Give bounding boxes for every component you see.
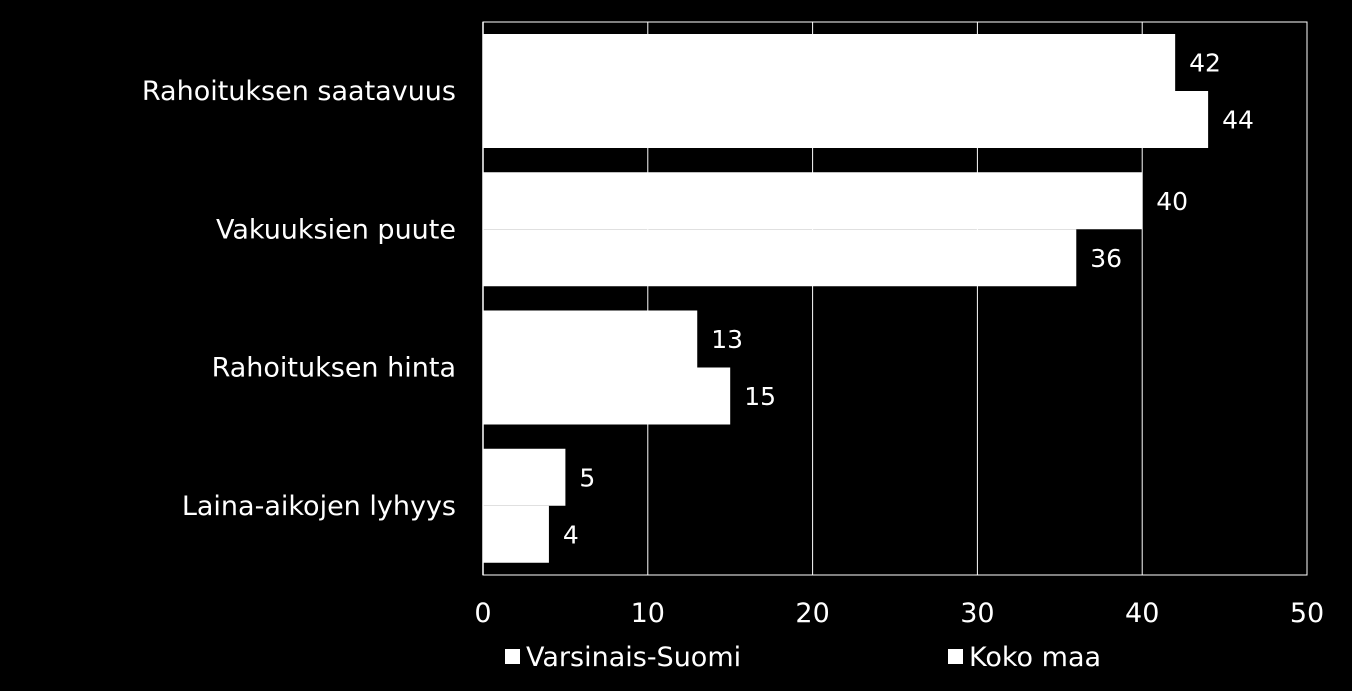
legend-label: Koko maa	[969, 642, 1101, 673]
data-label: 40	[1156, 187, 1188, 216]
legend-swatch	[948, 649, 963, 664]
bar	[483, 448, 566, 506]
bar	[483, 34, 1176, 91]
category-label: Laina-aikojen lyhyys	[182, 491, 456, 522]
bar	[483, 505, 549, 563]
bar	[483, 367, 731, 425]
data-label: 15	[744, 382, 776, 411]
category-label: Vakuuksien puute	[216, 214, 456, 245]
data-label: 13	[711, 325, 743, 354]
x-tick-label: 40	[1125, 598, 1159, 629]
x-tick-label: 30	[960, 598, 994, 629]
data-label: 4	[563, 520, 579, 549]
x-tick-label: 50	[1290, 598, 1324, 629]
x-tick-label: 20	[795, 598, 829, 629]
bar	[483, 172, 1143, 230]
data-label: 42	[1189, 49, 1221, 78]
x-tick-label: 0	[474, 598, 491, 629]
category-label: Rahoituksen saatavuus	[142, 76, 456, 107]
bar	[483, 229, 1077, 287]
category-label: Rahoituksen hinta	[212, 353, 456, 384]
bar	[483, 310, 698, 368]
legend-swatch	[505, 649, 520, 664]
x-tick-label: 10	[631, 598, 665, 629]
data-label: 44	[1222, 106, 1254, 135]
bar	[483, 91, 1209, 148]
data-label: 36	[1090, 244, 1122, 273]
legend-label: Varsinais-Suomi	[526, 642, 741, 673]
data-label: 5	[579, 463, 595, 492]
